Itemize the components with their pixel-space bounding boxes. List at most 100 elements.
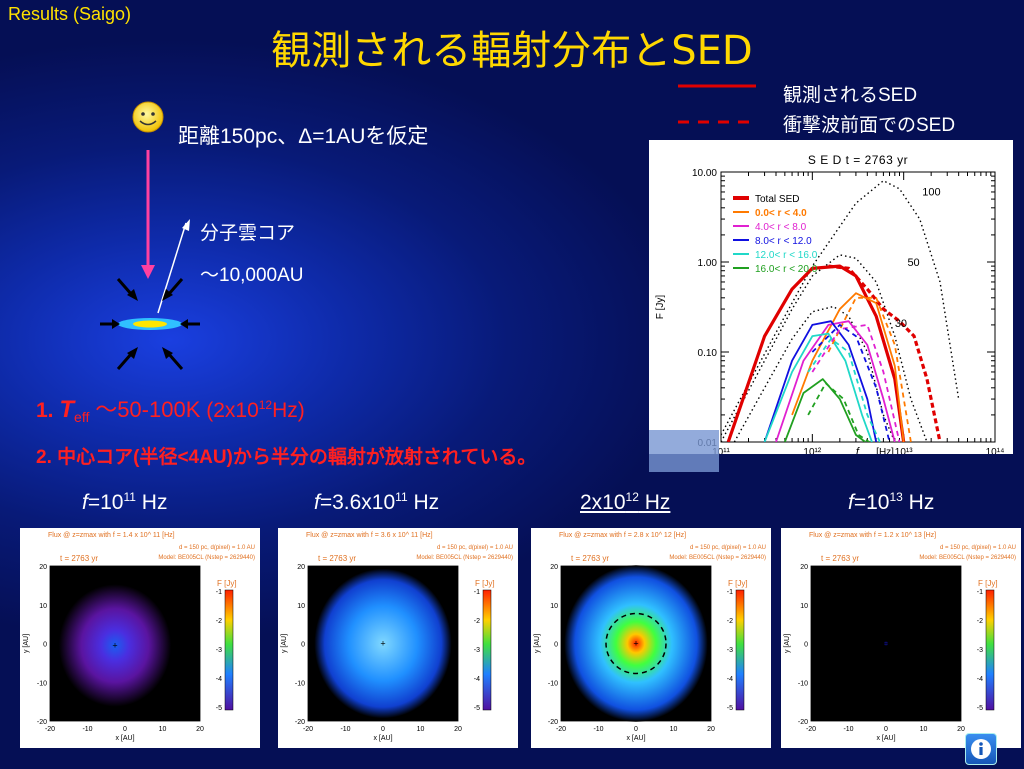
map-xlabel: x [AU]	[373, 735, 392, 742]
colorbar	[224, 589, 234, 711]
info-button[interactable]	[965, 733, 997, 765]
freq-label-1: f=1011 Hz	[82, 490, 168, 514]
emission-region	[864, 619, 908, 668]
center-mark: +	[380, 639, 385, 649]
map-xlabel: x [AU]	[876, 735, 895, 742]
map-frame	[49, 565, 201, 722]
blackbody-label: 100	[922, 186, 940, 198]
map-ytick: -10	[295, 680, 305, 687]
map-header: Flux @ z=zmax with f = 3.6 x 10^ 11 [Hz]	[306, 532, 433, 539]
map-time: t = 2763 yr	[821, 554, 859, 563]
center-mark: +	[633, 639, 638, 649]
map-xtick: -10	[593, 726, 603, 733]
center-mark: +	[883, 639, 888, 649]
flux-map-1: Flux @ z=zmax with f = 1.4 x 10^ 11 [Hz]…	[20, 528, 260, 748]
colorbar-tick: -4	[977, 676, 983, 683]
map-time: t = 2763 yr	[60, 554, 98, 563]
colorbar-label: F [Jy]	[728, 579, 748, 588]
freq-label-4: f=1013 Hz	[848, 490, 935, 514]
sed-series-5	[783, 378, 866, 442]
map-ytick: 0	[43, 642, 47, 649]
assumption-text: 距離150pc、Δ=1AUを仮定	[178, 125, 429, 148]
dashed-legend-label: 衝撃波前面でのSED	[783, 115, 956, 136]
sed-series-6	[828, 264, 942, 442]
colorbar-tick: -1	[216, 589, 222, 596]
blackbody-curve-100	[721, 179, 960, 436]
emission-region	[314, 568, 452, 719]
sed-series-11	[807, 382, 870, 442]
legend-entry: 12.0< r < 16.0	[755, 250, 818, 261]
map-info-2: Model: BE005CL (Nstep = 2629440)	[919, 555, 1016, 561]
colorbar	[482, 589, 492, 711]
map-xtick: -10	[82, 726, 92, 733]
map-ytick: 20	[297, 564, 305, 571]
map-header: Flux @ z=zmax with f = 1.2 x 10^ 13 [Hz]	[809, 532, 936, 539]
map-header: Flux @ z=zmax with f = 2.8 x 10^ 12 [Hz]	[559, 532, 686, 539]
colorbar-tick: -2	[977, 618, 983, 625]
map-xtick: 0	[123, 726, 127, 733]
map-ytick: 20	[800, 564, 808, 571]
colorbar-label: F [Jy]	[217, 579, 237, 588]
map-ytick: -10	[37, 680, 47, 687]
map-ytick: -10	[548, 680, 558, 687]
map-ytick: 0	[301, 642, 305, 649]
note-1: 1. Teff ～50-100K (2x1012Hz)	[36, 396, 305, 426]
map-time: t = 2763 yr	[571, 554, 609, 563]
results-label: Results (Saigo)	[8, 4, 132, 24]
colorbar	[985, 589, 995, 711]
map-ytick: 0	[554, 642, 558, 649]
flux-map-2: Flux @ z=zmax with f = 3.6 x 10^ 11 [Hz]…	[278, 528, 518, 748]
map-info-1: d = 150 pc, d(pixel) = 1.0 AU	[690, 545, 766, 551]
colorbar-tick: -4	[216, 676, 222, 683]
map-ytick: 20	[550, 564, 558, 571]
map-info-2: Model: BE005CL (Nstep = 2629440)	[416, 555, 513, 561]
x-tick-label: 10¹¹	[712, 447, 730, 454]
colorbar-tick: -4	[727, 676, 733, 683]
map-xtick: 10	[159, 726, 167, 733]
map-ytick: -10	[798, 680, 808, 687]
center-mark: +	[112, 641, 117, 651]
map-ytick: 20	[39, 564, 47, 571]
map-ytick: 10	[550, 603, 558, 610]
colorbar-tick: -1	[474, 589, 480, 596]
map-xtick: 0	[884, 726, 888, 733]
core-label: 分子雲コア	[200, 223, 296, 244]
top-legend-lines	[678, 84, 756, 124]
blackbody-label: 30	[895, 318, 907, 330]
map-info-2: Model: BE005CL (Nstep = 2629440)	[669, 555, 766, 561]
map-xtick: -20	[303, 726, 313, 733]
y-tick-label: 10.00	[692, 168, 717, 179]
colorbar-tick: -3	[216, 647, 222, 654]
map-xtick: -10	[843, 726, 853, 733]
colorbar-tick: -3	[977, 647, 983, 654]
map-ytick: -20	[295, 719, 305, 726]
freq-label-2: f=3.6x1011 Hz	[314, 490, 440, 514]
legend-entry: Total SED	[755, 194, 799, 205]
map-ytick: 0	[804, 642, 808, 649]
map-ytick: 10	[800, 603, 808, 610]
map-info-1: d = 150 pc, d(pixel) = 1.0 AU	[437, 545, 513, 551]
y-axis-label: F [Jy]	[655, 295, 666, 320]
colorbar-tick: -3	[727, 647, 733, 654]
sed-series-10	[807, 337, 881, 442]
colorbar-tick: -3	[474, 647, 480, 654]
solid-legend-label: 観測されるSED	[783, 85, 918, 106]
map-xlabel: x [AU]	[115, 735, 134, 742]
map-ylabel: y [AU]	[534, 634, 541, 653]
colorbar	[735, 589, 745, 711]
flux-map-4: Flux @ z=zmax with f = 1.2 x 10^ 13 [Hz]…	[781, 528, 1021, 748]
map-xtick: 10	[920, 726, 928, 733]
core-size: ～10,000AU	[200, 265, 304, 286]
freq-label-3: 2x1012 Hz	[580, 490, 671, 514]
x-tick-label: 10¹³	[895, 447, 913, 454]
info-icon	[971, 739, 991, 759]
note-2: 2. 中心コア(半径<4AU)から半分の輻射が放射されている。	[36, 447, 537, 468]
map-xtick: 10	[670, 726, 678, 733]
legend-entry: 4.0< r < 8.0	[755, 222, 807, 233]
plot-frame	[720, 171, 996, 443]
map-xtick: 0	[381, 726, 385, 733]
map-info-1: d = 150 pc, d(pixel) = 1.0 AU	[940, 545, 1016, 551]
map-xtick: 20	[707, 726, 715, 733]
slide-title: 観測される輻射分布とSED	[271, 28, 753, 74]
map-xtick: -10	[340, 726, 350, 733]
